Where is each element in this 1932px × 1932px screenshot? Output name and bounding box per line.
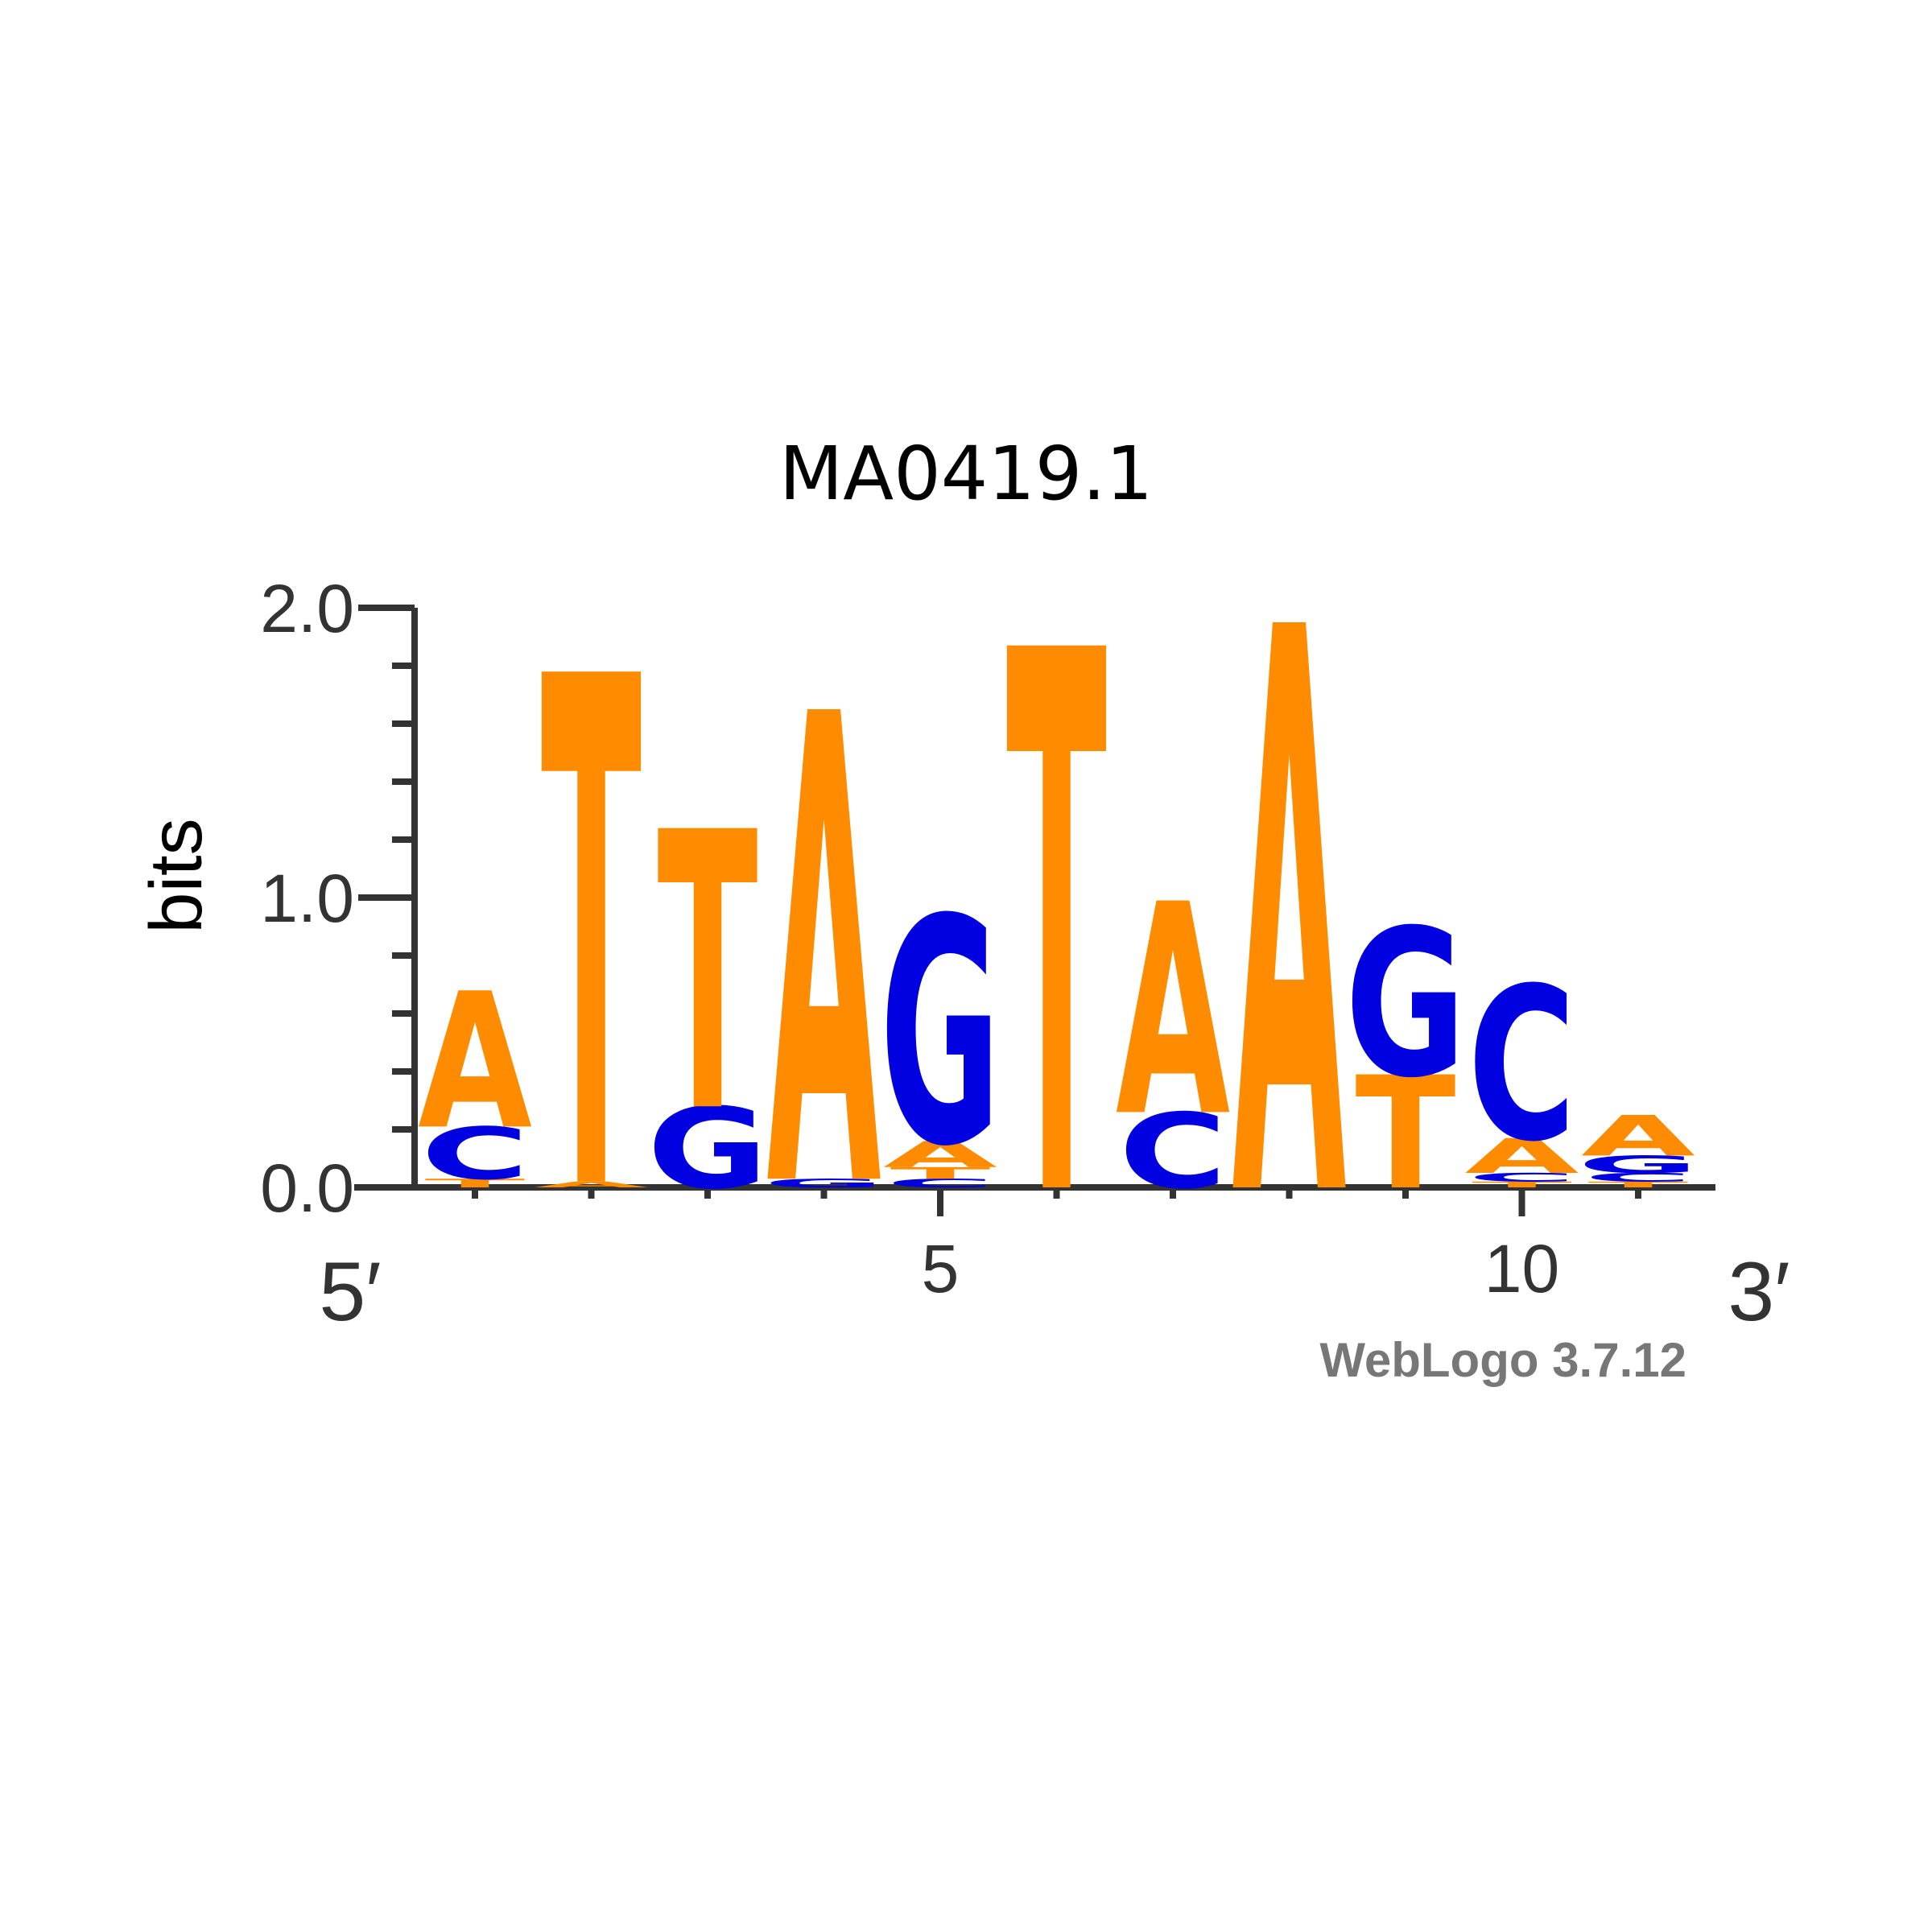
x-tick-label: 10 — [1484, 1231, 1559, 1307]
letter-a: A — [1116, 844, 1231, 1182]
x-axis: 5 10 — [354, 1184, 1715, 1307]
letter-c: C — [1468, 943, 1576, 1189]
letter-c: C — [421, 1113, 530, 1196]
y-tick-label: 2.0 — [260, 571, 354, 646]
y-tick-label: 1.0 — [260, 861, 354, 936]
letter-c: C — [1468, 1170, 1576, 1184]
letter-c: C — [1119, 1092, 1228, 1212]
y-axis: 0.0 1.0 2.0 — [260, 571, 418, 1226]
letter-stack-9: TG — [1345, 886, 1466, 1224]
letter-t: T — [657, 752, 758, 1197]
five-prime-label: 5′ — [319, 1245, 381, 1339]
letter-g: G — [763, 1176, 884, 1190]
letter-a: A — [535, 1180, 649, 1190]
letter-stack-6: T — [1006, 498, 1108, 1364]
letter-t: T — [541, 533, 642, 1348]
letter-t: T — [1472, 1180, 1572, 1190]
y-axis-label: bits — [135, 818, 217, 933]
letter-stack-7: CA — [1116, 844, 1231, 1212]
y-tick-label: 0.0 — [260, 1150, 354, 1226]
three-prime-label: 3′ — [1728, 1245, 1790, 1339]
letter-t: T — [1355, 1044, 1455, 1224]
letter-a: A — [1581, 1104, 1695, 1169]
letter-stack-8: A — [1232, 469, 1348, 1371]
letter-stack-1: TCA — [418, 954, 532, 1195]
letter-a: A — [1232, 469, 1348, 1371]
letter-a: A — [1465, 1129, 1579, 1185]
letter-stack-2: AT — [535, 533, 649, 1348]
weblogo-credit: WebLogo 3.7.12 — [1319, 1333, 1686, 1387]
letter-g: G — [880, 854, 1001, 1215]
letter-g: G — [647, 1084, 768, 1214]
letter-t: T — [1006, 498, 1108, 1364]
letter-stack-4: GA — [763, 580, 884, 1331]
letter-g: G — [1345, 886, 1466, 1122]
letter-t: T — [1587, 1180, 1688, 1190]
x-tick-label: 5 — [922, 1231, 960, 1307]
letter-a: A — [418, 954, 532, 1171]
letter-a: A — [767, 580, 882, 1331]
letter-t: T — [890, 1164, 990, 1183]
letter-g: G — [1578, 1150, 1699, 1179]
letter-stack-3: GT — [647, 752, 768, 1215]
letter-c: C — [886, 1176, 995, 1190]
chart-title: MA0419.1 — [779, 431, 1153, 517]
letter-t: T — [424, 1176, 525, 1190]
letter-c: C — [1584, 1170, 1693, 1184]
letter-a: A — [883, 1134, 997, 1176]
